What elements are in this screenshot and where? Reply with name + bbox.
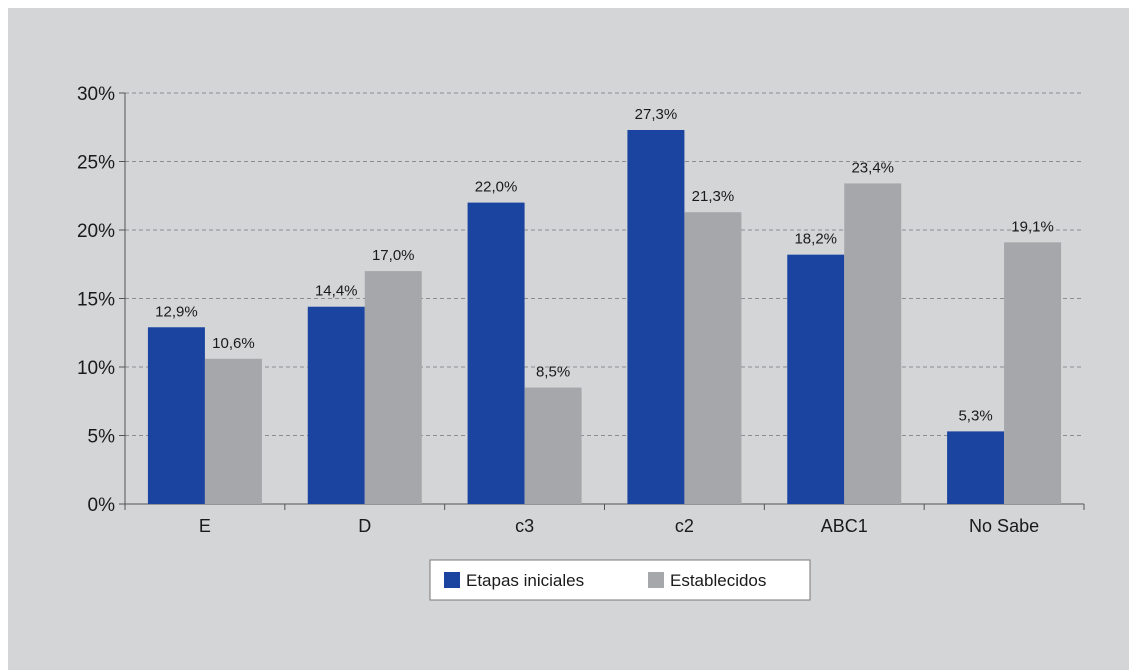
legend-swatch: [648, 572, 664, 588]
legend-box: [429, 559, 811, 601]
x-category-label: c3: [515, 516, 534, 536]
data-label: 22,0%: [475, 179, 518, 196]
y-tick-label: 0%: [88, 495, 116, 516]
bar-establecidos: [364, 271, 422, 504]
data-label: 5,3%: [958, 407, 992, 424]
x-category-label: D: [358, 516, 371, 536]
bar-etapas-iniciales: [307, 306, 365, 504]
data-label: 27,3%: [635, 106, 678, 123]
bar-establecidos: [1004, 242, 1062, 504]
y-tick-label: 20%: [77, 221, 115, 242]
x-category-label: c2: [675, 516, 694, 536]
legend-label: Establecidos: [670, 571, 766, 590]
data-label: 12,9%: [155, 303, 198, 320]
y-tick-label: 5%: [88, 427, 116, 448]
bar-etapas-iniciales: [787, 254, 845, 504]
data-label: 19,1%: [1011, 218, 1054, 235]
y-tick-label: 30%: [77, 84, 115, 105]
x-category-label: E: [199, 516, 211, 536]
bar-establecidos: [524, 387, 582, 504]
data-label: 10,6%: [212, 335, 255, 352]
bar-etapas-iniciales: [467, 202, 525, 504]
legend-label: Etapas iniciales: [466, 571, 584, 590]
legend-swatch: [444, 572, 460, 588]
bar-establecidos: [844, 183, 902, 505]
y-tick-label: 10%: [77, 358, 115, 379]
x-category-label: ABC1: [821, 516, 868, 536]
y-tick-label: 25%: [77, 153, 115, 174]
bar-establecidos: [684, 212, 742, 504]
data-label: 14,4%: [315, 283, 358, 300]
data-label: 23,4%: [851, 159, 894, 176]
legend: Etapas iniciales Establecidos: [429, 559, 811, 601]
data-label: 8,5%: [536, 364, 570, 381]
bars: [147, 129, 1062, 505]
x-category-label: No Sabe: [969, 516, 1039, 536]
bar-etapas-iniciales: [627, 129, 685, 504]
data-label: 21,3%: [692, 188, 735, 205]
data-labels: 12,9% 10,6% 14,4% 17,0% 22,0% 8,5% 27,3% 21,3% 1…: [155, 106, 1054, 424]
data-label: 17,0%: [372, 247, 415, 264]
bar-etapas-iniciales: [147, 327, 205, 504]
bar-establecidos: [204, 358, 262, 504]
y-tick-label: 15%: [77, 290, 115, 311]
bar-etapas-iniciales: [947, 431, 1005, 504]
data-label: 18,2%: [794, 231, 837, 248]
gridlines: [125, 92, 1084, 436]
